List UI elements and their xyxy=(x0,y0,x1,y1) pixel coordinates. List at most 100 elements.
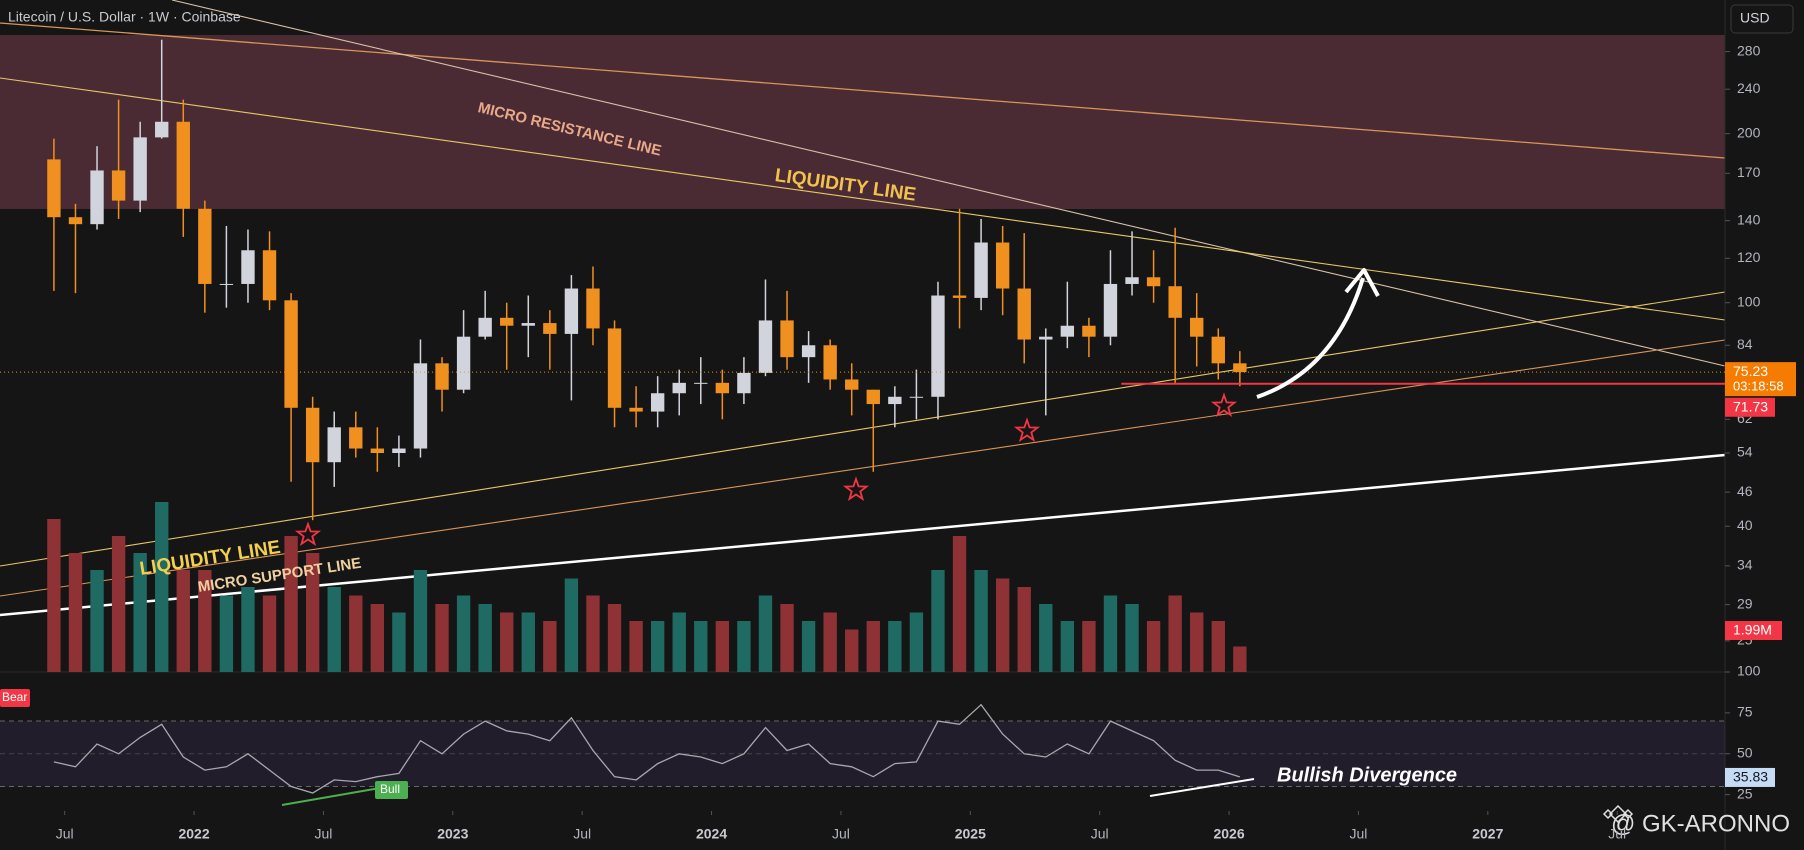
candle-body xyxy=(650,393,665,412)
candle-body xyxy=(413,363,428,449)
countdown-label: 03:18:58 xyxy=(1733,379,1784,394)
overlay-layer xyxy=(0,371,1725,547)
candle-body xyxy=(219,283,234,285)
volume-bar xyxy=(952,536,967,672)
candle-body xyxy=(1211,336,1225,364)
x-tick-label: Jul xyxy=(1091,826,1109,842)
y-tick-label: 140 xyxy=(1737,211,1761,227)
candle-body xyxy=(155,121,169,138)
volume-bar xyxy=(995,578,1010,672)
candle-body xyxy=(478,317,492,337)
volume-bar xyxy=(241,587,255,672)
currency-button[interactable] xyxy=(1730,4,1794,34)
y-tick-label: 170 xyxy=(1737,164,1761,180)
trendline xyxy=(0,291,1726,567)
x-tick-label: Jul xyxy=(314,826,332,842)
candle-body xyxy=(305,407,320,463)
volume-bar xyxy=(1233,646,1247,672)
watermark: @ GK-ARONNO xyxy=(1611,810,1790,837)
x-tick-label: Jul xyxy=(832,826,850,842)
y-tick-label: 120 xyxy=(1737,249,1761,265)
rsi-band xyxy=(0,721,1725,787)
volume-bar xyxy=(737,621,751,672)
x-tick-label: 2022 xyxy=(178,826,209,842)
x-tick-label: 2027 xyxy=(1472,826,1503,842)
x-tick-label: 2025 xyxy=(955,826,986,842)
y-tick-label: 280 xyxy=(1737,42,1761,58)
candle-body xyxy=(931,295,945,397)
rsi-tick-label: 75 xyxy=(1737,704,1753,720)
candle-body xyxy=(1233,363,1247,373)
candle-body xyxy=(198,208,212,284)
last-price-label: 75.23 xyxy=(1733,363,1768,379)
candle-body xyxy=(694,382,708,384)
volume-bar xyxy=(1103,595,1118,672)
volume-bar xyxy=(392,612,406,672)
candle-body xyxy=(349,427,363,449)
resistance-zone xyxy=(0,35,1725,209)
volume-bar xyxy=(68,553,83,672)
volume-label: 1.99M xyxy=(1733,622,1772,638)
y-tick-label: 54 xyxy=(1737,444,1753,460)
candle-layer xyxy=(47,39,1247,521)
rsi-last-label: 35.83 xyxy=(1733,769,1768,785)
currency-label[interactable]: USD xyxy=(1740,10,1770,26)
rsi-line xyxy=(53,703,1240,794)
y-tick-label: 100 xyxy=(1737,293,1761,309)
y-tick-label: 84 xyxy=(1737,336,1753,352)
volume-bar xyxy=(1146,621,1161,672)
watermark-icon xyxy=(1602,804,1634,824)
arrow-head xyxy=(1344,268,1380,297)
candle-body xyxy=(801,345,816,358)
x-tick-label: Jul xyxy=(573,826,591,842)
candle-body xyxy=(435,363,449,390)
chart-title: Litecoin / U.S. Dollar · 1W · Coinbase xyxy=(8,9,241,25)
candle-body xyxy=(823,345,837,380)
volume-bar xyxy=(1039,604,1053,672)
bull-label: Bull xyxy=(380,782,400,796)
volume-bar xyxy=(155,502,169,672)
divergence-line xyxy=(1149,778,1255,797)
volume-bar xyxy=(327,587,341,672)
support-label: 71.73 xyxy=(1733,398,1768,414)
candle-body xyxy=(974,242,988,298)
y-tick-label: 46 xyxy=(1737,483,1753,499)
divergence-line xyxy=(281,787,381,806)
rsi-tag xyxy=(1725,767,1775,787)
volume-bar xyxy=(90,570,104,672)
volume-layer xyxy=(47,502,1247,672)
candle-body xyxy=(607,328,622,408)
x-tick-label: 2023 xyxy=(437,826,468,842)
candle-body xyxy=(456,336,471,390)
volume-bar xyxy=(478,604,492,672)
y-tick-label: 40 xyxy=(1737,517,1753,533)
volume-bar xyxy=(262,595,277,672)
candle-body xyxy=(1146,277,1161,287)
volume-bar xyxy=(564,578,579,672)
candle-body xyxy=(262,250,277,301)
volume-bar xyxy=(305,553,320,672)
candle-body xyxy=(241,250,255,284)
volume-bar xyxy=(586,595,600,672)
candle-body xyxy=(952,295,967,298)
star-marker xyxy=(1013,417,1041,443)
volume-bar xyxy=(413,570,428,672)
candle-body xyxy=(500,317,514,326)
candle-body xyxy=(780,320,794,358)
candle-body xyxy=(521,323,535,326)
volume-bar xyxy=(758,595,773,672)
y-tick-label: 240 xyxy=(1737,80,1761,96)
volume-bar xyxy=(1017,587,1031,672)
volume-bar xyxy=(500,612,514,672)
volume-bar xyxy=(47,519,61,672)
x-tick-label: Jul xyxy=(56,826,74,842)
candle-body xyxy=(845,379,859,390)
volume-bar xyxy=(931,570,945,672)
candle-body xyxy=(543,323,557,334)
candle-body xyxy=(90,170,104,225)
x-tick-label: 2026 xyxy=(1213,826,1244,842)
candle-body xyxy=(715,382,730,394)
volume-bar xyxy=(1168,595,1182,672)
x-tick-label: Jul xyxy=(1608,826,1626,842)
